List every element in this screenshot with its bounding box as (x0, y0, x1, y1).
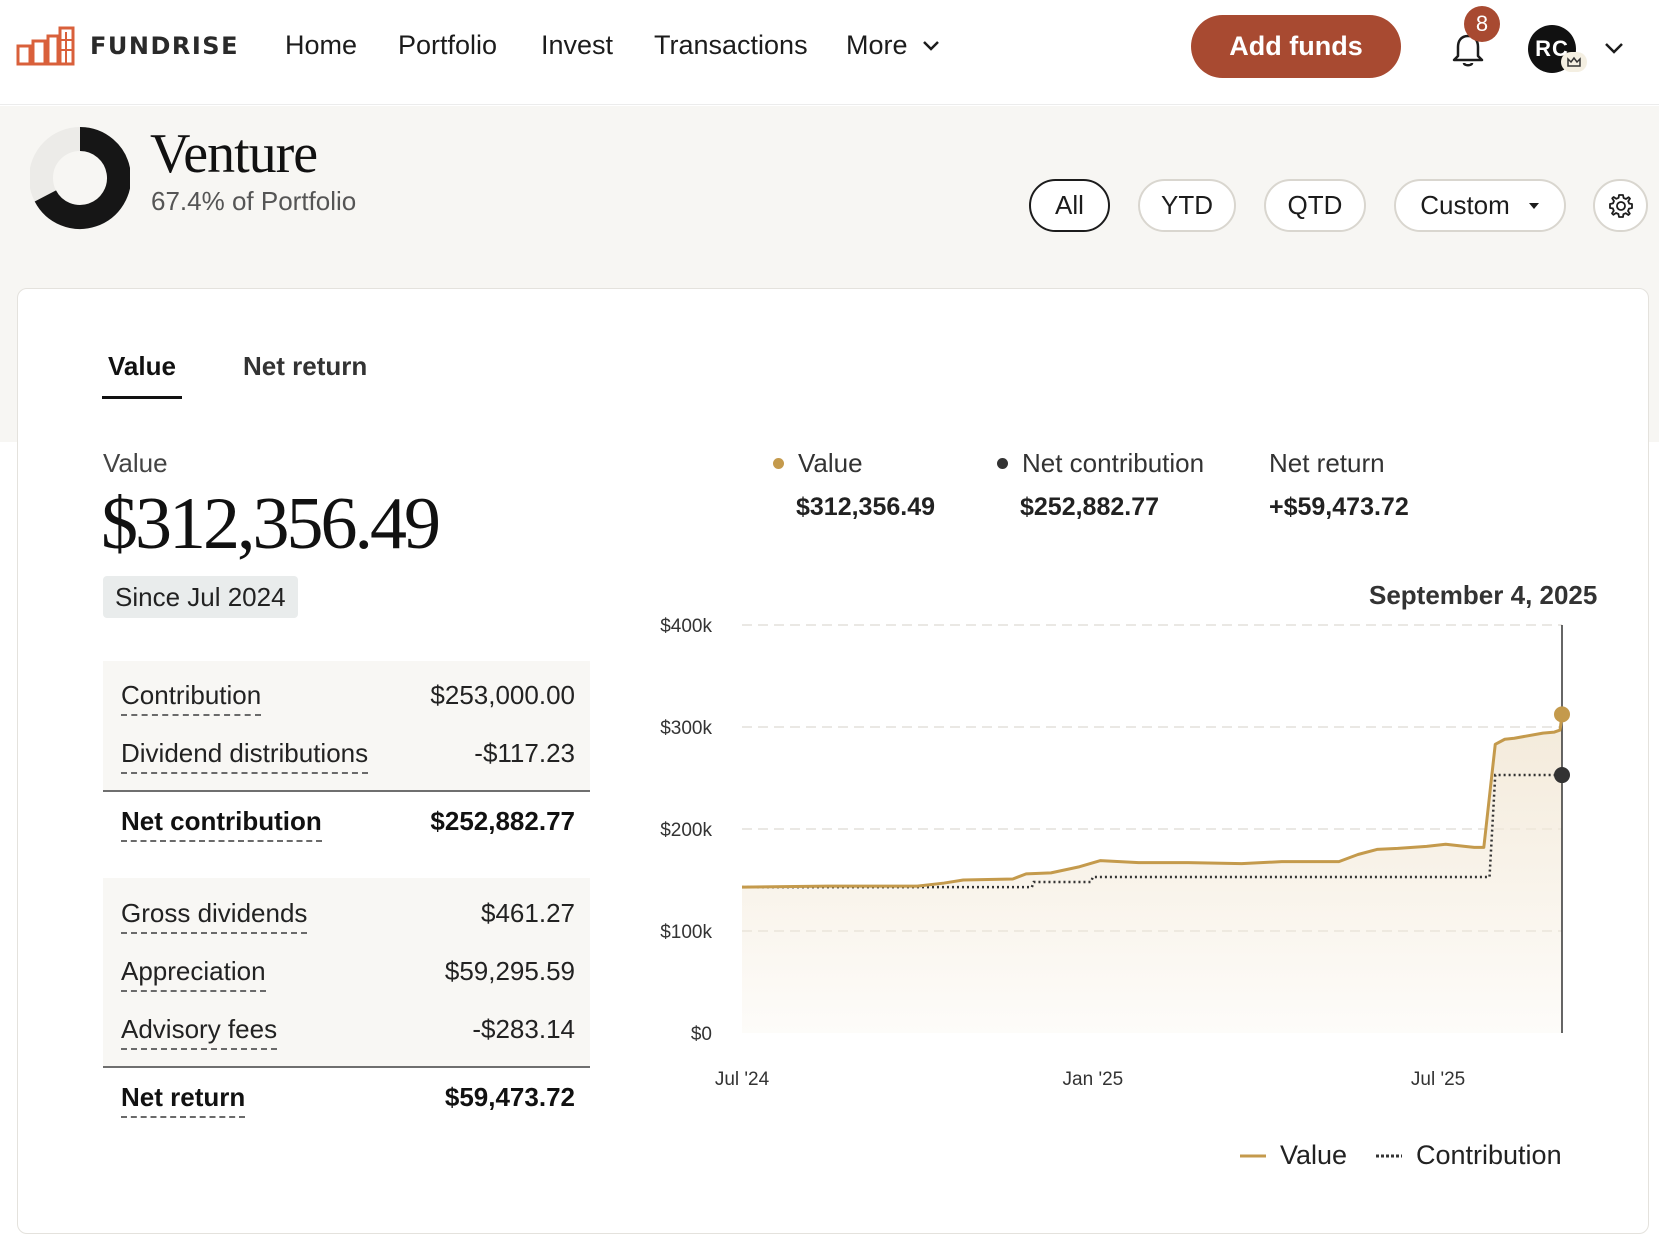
since-chip: Since Jul 2024 (103, 576, 298, 618)
summary-net-contribution-label: Net contribution (1022, 448, 1205, 478)
summary-net-return-label: Net return (1269, 448, 1385, 478)
value-dot-icon (773, 458, 784, 469)
series-line-value (741, 714, 1564, 889)
y-tick-label: $400k (660, 616, 712, 637)
legend-value: Value (1240, 1140, 1347, 1171)
settings-button[interactable] (1593, 179, 1648, 232)
divider (103, 1066, 590, 1068)
nav-portfolio[interactable]: Portfolio (398, 30, 498, 60)
chevron-down-icon (922, 40, 939, 51)
filter-custom-dropdown[interactable]: Custom (1394, 179, 1566, 232)
contribution-label[interactable]: Contribution (121, 680, 262, 716)
gross-dividends-label[interactable]: Gross dividends (121, 898, 308, 934)
chart-hover-date: September 4, 2025 (1369, 580, 1598, 610)
x-tick-label: Jul '24 (715, 1069, 770, 1090)
filter-qtd[interactable]: QTD (1264, 179, 1366, 232)
donut-share-arc (34, 127, 130, 229)
contribution-table (103, 661, 590, 791)
net-contribution-label[interactable]: Net contribution (121, 806, 322, 842)
table-row: Gross dividends $461.27 (121, 898, 575, 934)
gear-icon (1608, 193, 1633, 218)
solid-line-icon (1240, 1154, 1266, 1157)
buildings-logo-icon (16, 26, 75, 66)
legend-contribution: Contribution (1376, 1140, 1562, 1171)
value-area-fill (742, 714, 1562, 1033)
legend-value-label: Value (1280, 1140, 1348, 1170)
summary-net-return-amount: +$59,473.72 (1269, 493, 1409, 521)
portfolio-share-donut (30, 127, 130, 229)
legend-contribution-label: Contribution (1416, 1140, 1562, 1170)
contribution-end-point (1554, 767, 1570, 784)
notification-badge: 8 (1464, 6, 1500, 42)
y-tick-label: $0 (691, 1024, 712, 1045)
portfolio-value: $312,356.49 (101, 483, 441, 565)
summary-net-contribution-amount: $252,882.77 (1020, 493, 1160, 521)
tab-net-return[interactable]: Net return (243, 351, 368, 381)
filter-custom-label: Custom (1420, 190, 1510, 220)
nav-invest[interactable]: Invest (541, 30, 614, 60)
return-table (103, 878, 590, 1067)
summary-net-contribution: Net contribution $252,882.77 (997, 448, 1204, 522)
table-row-total: Net return $59,473.72 (121, 1082, 575, 1118)
contribution-dot-icon (997, 458, 1008, 469)
page-title: Venture (150, 123, 318, 185)
table-row: Dividend distributions -$117.23 (121, 738, 575, 774)
nav-home[interactable]: Home (285, 30, 358, 60)
summary-net-return: Net return +$59,473.72 (1269, 448, 1409, 522)
net-contribution-value: $252,882.77 (430, 806, 575, 836)
series-line-contribution (742, 773, 1562, 889)
nav-transactions[interactable]: Transactions (654, 30, 808, 60)
caret-down-icon (1528, 202, 1539, 209)
gross-dividends-value: $461.27 (481, 898, 575, 928)
appreciation-label[interactable]: Appreciation (121, 956, 266, 992)
y-tick-label: $200k (660, 820, 712, 841)
crown-icon (1561, 52, 1587, 72)
table-row-total: Net contribution $252,882.77 (121, 806, 575, 842)
value-chart[interactable]: $400k $300k $200k $100k $0 Jul '24 Jan '25 Jul … (640, 600, 1600, 1100)
x-tick-label: Jul '25 (1411, 1069, 1465, 1090)
appreciation-value: $59,295.59 (444, 956, 575, 986)
net-return-value: $59,473.72 (444, 1082, 575, 1112)
nav-more-label: More (846, 30, 908, 60)
dividend-distributions-label[interactable]: Dividend distributions (121, 738, 369, 774)
portfolio-share-text: 67.4% of Portfolio (151, 186, 357, 216)
fundrise-logo[interactable]: FUNDRISE (16, 26, 239, 66)
filter-all[interactable]: All (1029, 179, 1110, 232)
value-end-point (1554, 706, 1570, 723)
tab-value[interactable]: Value (108, 351, 176, 381)
brand-name: FUNDRISE (90, 32, 239, 60)
summary-value-amount: $312,356.49 (796, 493, 936, 521)
summary-value-label: Value (798, 448, 863, 478)
summary-value: Value $312,356.49 (773, 448, 935, 522)
active-tab-indicator (102, 396, 182, 399)
dotted-line-icon (1376, 1154, 1402, 1157)
nav-more[interactable]: More (846, 30, 940, 61)
table-row: Advisory fees -$283.14 (121, 1014, 575, 1050)
table-row: Contribution $253,000.00 (121, 680, 575, 716)
top-navigation: FUNDRISE Home Portfolio Invest Transacti… (0, 0, 1659, 105)
x-tick-label: Jan '25 (1063, 1069, 1124, 1090)
divider (103, 790, 590, 792)
contribution-value: $253,000.00 (430, 680, 575, 710)
account-chevron-down-icon[interactable] (1604, 42, 1624, 56)
add-funds-button[interactable]: Add funds (1191, 15, 1401, 78)
filter-ytd[interactable]: YTD (1138, 179, 1236, 232)
advisory-fees-value: -$283.14 (472, 1014, 575, 1044)
value-label: Value (103, 448, 168, 478)
advisory-fees-label[interactable]: Advisory fees (121, 1014, 278, 1050)
dividend-distributions-value: -$117.23 (474, 738, 575, 768)
net-return-label[interactable]: Net return (121, 1082, 246, 1118)
y-tick-label: $300k (660, 718, 712, 739)
table-row: Appreciation $59,295.59 (121, 956, 575, 992)
y-tick-label: $100k (660, 922, 712, 943)
